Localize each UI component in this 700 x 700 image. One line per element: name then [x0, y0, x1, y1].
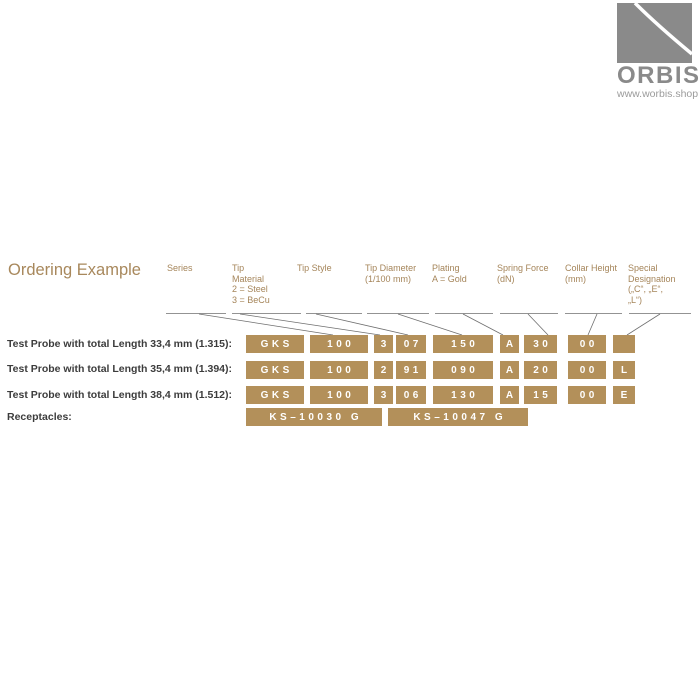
code-cell-plating: A [500, 386, 519, 404]
header-line: Material [232, 273, 265, 284]
header-line: Special [628, 263, 658, 273]
row-label-receptacles: Receptacles: [7, 411, 72, 423]
receptacle-code-cell: KS–10030 G [246, 408, 382, 426]
code-cell-spring-force: 30 [524, 335, 557, 353]
orbis-logo: ORBIS www.worbis.shop [617, 3, 700, 100]
header-line: (mm) [565, 273, 586, 284]
header-line: (1/100 mm) [365, 273, 412, 284]
column-header-series: Series [167, 263, 193, 274]
code-cell-tip-material: 3 [374, 386, 393, 404]
orbis-logo-mark [617, 3, 692, 63]
code-cell-series: GKS [246, 335, 304, 353]
code-cell-plating: A [500, 361, 519, 379]
header-line: 3 = BeCu [232, 294, 270, 305]
code-cell-collar-height: 00 [568, 335, 606, 353]
code-cell-tip-style: 06 [396, 386, 426, 404]
header-line: Designation [628, 273, 676, 284]
header-line: „L“) [628, 294, 642, 305]
header-line: 2 = Steel [232, 284, 268, 294]
header-line: Spring Force [497, 263, 549, 273]
column-header-collar-height: Collar Height (mm) [565, 263, 617, 284]
header-line: Tip Diameter [365, 263, 417, 273]
column-header-spring-force: Spring Force (dN) [497, 263, 549, 284]
code-cell-special [613, 335, 635, 353]
code-cell-tip-style: 91 [396, 361, 426, 379]
header-line: (dN) [497, 273, 515, 284]
code-cell-tip-diameter: 130 [433, 386, 493, 404]
code-cell-series: GKS [246, 361, 304, 379]
column-header-special-designation: Special Designation („C“, „E“, „L“) [628, 263, 676, 305]
code-cell-plating: A [500, 335, 519, 353]
code-cell-model: 100 [310, 386, 368, 404]
row-label-probe-33-4: Test Probe with total Length 33,4 mm (1.… [7, 338, 233, 350]
code-cell-tip-material: 3 [374, 335, 393, 353]
code-cell-collar-height: 00 [568, 361, 606, 379]
logo-url-text: www.worbis.shop [617, 88, 699, 100]
code-cell-special: E [613, 386, 635, 404]
column-header-tip-diameter: Tip Diameter (1/100 mm) [365, 263, 416, 284]
code-cell-collar-height: 00 [568, 386, 606, 404]
row-label-probe-35-4: Test Probe with total Length 35,4 mm (1.… [7, 363, 233, 375]
code-cell-tip-diameter: 090 [433, 361, 493, 379]
code-cell-spring-force: 15 [524, 386, 557, 404]
code-cell-special: L [613, 361, 635, 379]
column-header-tip-material: Tip Material 2 = Steel 3 = BeCu [232, 263, 270, 305]
column-header-tip-style: Tip Style [297, 263, 332, 274]
logo-brand-text: ORBIS [617, 62, 700, 89]
column-header-plating: Plating A = Gold [432, 263, 467, 284]
logo-arc-icon [633, 3, 692, 56]
code-cell-series: GKS [246, 386, 304, 404]
row-label-probe-38-4: Test Probe with total Length 38,4 mm (1.… [7, 389, 233, 401]
code-cell-tip-material: 2 [374, 361, 393, 379]
header-line: Plating [432, 263, 460, 273]
header-line: Tip [232, 263, 245, 273]
page-title: Ordering Example [8, 261, 141, 279]
code-cell-tip-style: 07 [396, 335, 426, 353]
code-cell-model: 100 [310, 335, 368, 353]
code-cell-spring-force: 20 [524, 361, 557, 379]
receptacle-code-cell: KS–10047 G [388, 408, 528, 426]
header-line: A = Gold [432, 273, 467, 284]
code-cell-tip-diameter: 150 [433, 335, 493, 353]
header-line: („C“, „E“, [628, 284, 663, 294]
code-cell-model: 100 [310, 361, 368, 379]
header-line: Tip Style [297, 263, 332, 273]
header-line: Series [167, 263, 193, 273]
header-line: Collar Height [565, 263, 618, 273]
